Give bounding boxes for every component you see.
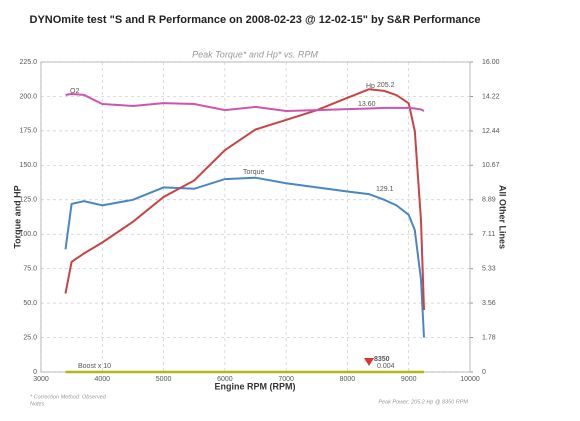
y2-tick-label: 8.89 bbox=[482, 197, 496, 204]
annotation: 129.1 bbox=[376, 186, 394, 193]
annotation: 205.2 bbox=[377, 82, 395, 89]
peak-marker bbox=[364, 358, 374, 366]
x-tick-label: 9000 bbox=[401, 376, 417, 383]
y-tick-label: 75.0 bbox=[23, 266, 37, 273]
y2-tick-label: 3.56 bbox=[482, 300, 496, 307]
annotation: 13.60 bbox=[358, 101, 376, 108]
y2-tick-label: 16.00 bbox=[482, 59, 500, 66]
y-tick-label: 225.0 bbox=[19, 59, 37, 66]
footer-note: Peak Power: 205.2 Hp @ 8350 RPM bbox=[378, 399, 468, 405]
x-tick-label: 4000 bbox=[94, 376, 110, 383]
y-tick-label: 175.0 bbox=[19, 128, 37, 135]
x-tick-label: 5000 bbox=[156, 376, 172, 383]
y2-tick-label: 0 bbox=[482, 369, 486, 376]
y-tick-label: 25.0 bbox=[23, 334, 37, 341]
annotation: 8350 bbox=[374, 356, 390, 363]
y-tick-label: 125.0 bbox=[19, 197, 37, 204]
x-tick-label: 10000 bbox=[460, 376, 480, 383]
y-tick-label: 50.0 bbox=[23, 300, 37, 307]
y-tick-label: 200.0 bbox=[19, 93, 37, 100]
y2-tick-label: 5.33 bbox=[482, 266, 496, 273]
x-tick-label: 3000 bbox=[33, 376, 49, 383]
chart-subtitle: Peak Torque* and Hp* vs. RPM bbox=[192, 49, 318, 59]
y-tick-label: 100.0 bbox=[19, 231, 37, 238]
series-line bbox=[64, 176, 425, 338]
annotation: 0.004 bbox=[377, 363, 395, 370]
series-line bbox=[64, 88, 425, 311]
y2-axis-label: All Other Lines bbox=[498, 185, 508, 249]
series-label: Boost x 10 bbox=[78, 363, 111, 370]
y2-tick-label: 1.78 bbox=[482, 334, 496, 341]
series-label: Hp bbox=[366, 83, 375, 90]
chart-title: DYNOmite test "S and R Performance on 20… bbox=[30, 14, 481, 26]
x-tick-label: 6000 bbox=[217, 376, 233, 383]
x-axis-label: Engine RPM (RPM) bbox=[215, 381, 296, 391]
y2-tick-label: 10.67 bbox=[482, 162, 500, 169]
x-tick-label: 8000 bbox=[340, 376, 356, 383]
footer-note: Notes bbox=[30, 401, 45, 407]
y2-tick-label: 12.44 bbox=[482, 128, 500, 135]
y-tick-label: 0 bbox=[33, 369, 37, 376]
footer-note: * Correction Method: Observed bbox=[30, 394, 107, 400]
x-tick-label: 7000 bbox=[278, 376, 294, 383]
y2-tick-label: 7.11 bbox=[482, 231, 495, 238]
series-label: Torque bbox=[243, 169, 265, 176]
y2-tick-label: 14.22 bbox=[482, 93, 500, 100]
y-axis-label: Torque and HP bbox=[12, 185, 22, 248]
series-label: O2 bbox=[70, 88, 79, 95]
series-line bbox=[65, 92, 425, 113]
y-tick-label: 150.0 bbox=[19, 162, 37, 169]
